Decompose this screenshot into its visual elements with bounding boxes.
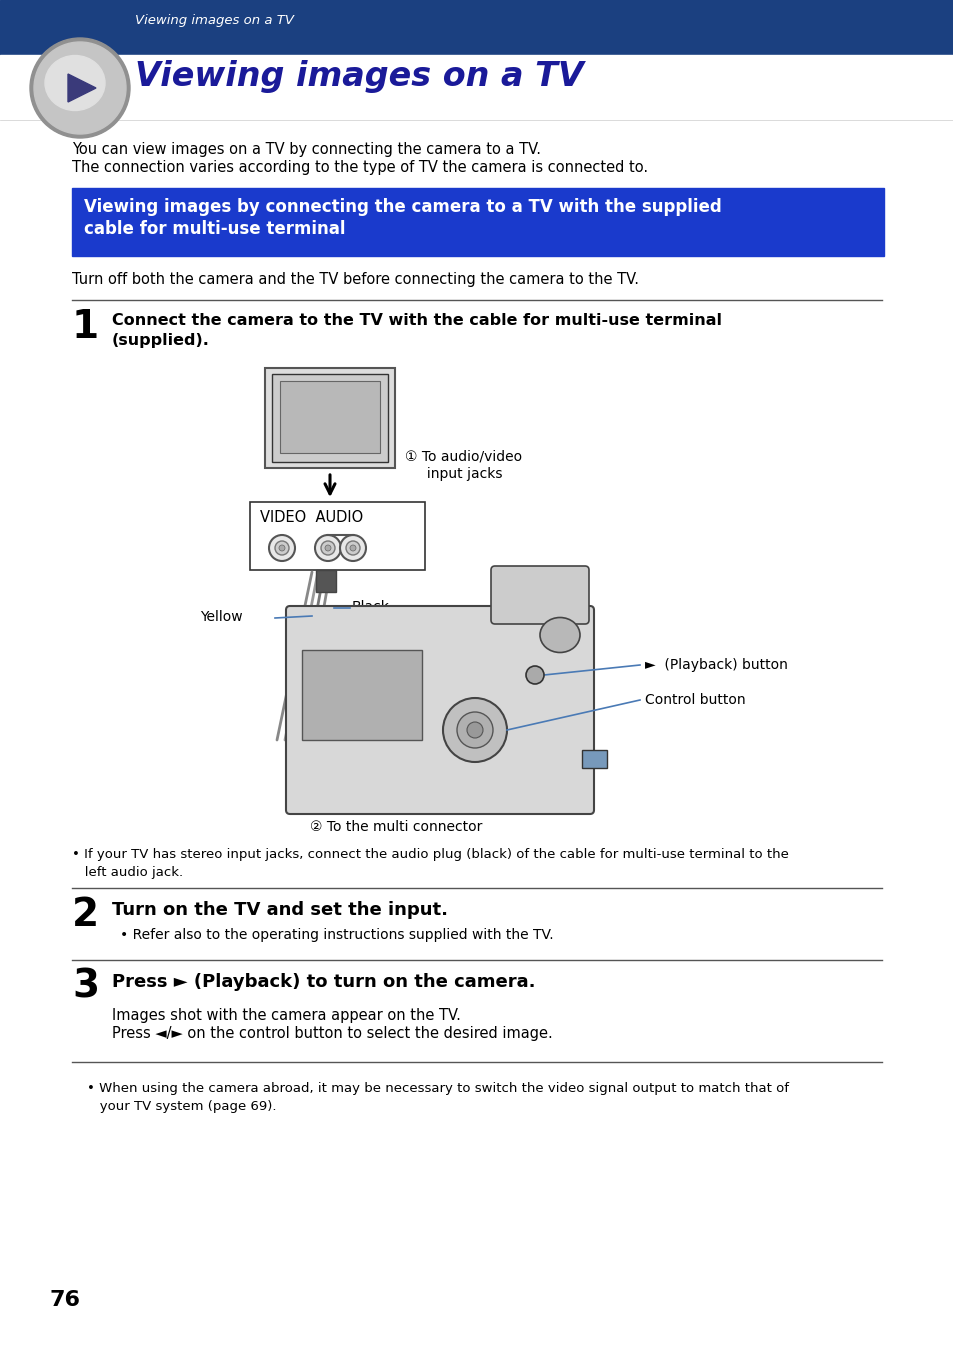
Text: • When using the camera abroad, it may be necessary to switch the video signal o: • When using the camera abroad, it may b… [87,1082,788,1095]
Text: Viewing images by connecting the camera to a TV with the supplied: Viewing images by connecting the camera … [84,198,721,216]
Bar [265,368,395,468]
Circle shape [346,541,359,555]
Circle shape [467,722,482,738]
Text: Black: Black [352,600,390,613]
FancyBboxPatch shape [491,566,588,624]
Text: Turn on the TV and set the input.: Turn on the TV and set the input. [112,901,448,919]
Text: ►  (Playback) button: ► (Playback) button [644,658,787,672]
Bar [71,189,883,256]
Text: 76: 76 [50,1291,81,1310]
Ellipse shape [45,56,105,110]
Text: cable for multi-use terminal: cable for multi-use terminal [84,220,345,237]
Text: 2: 2 [71,896,99,934]
Circle shape [320,541,335,555]
Text: 1: 1 [71,308,99,346]
Text: The connection varies according to the type of TV the camera is connected to.: The connection varies according to the t… [71,160,647,175]
Text: Viewing images on a TV: Viewing images on a TV [135,60,583,94]
Ellipse shape [539,617,579,653]
Text: Viewing images on a TV: Viewing images on a TV [135,14,294,27]
Text: Press ◄/► on the control button to select the desired image.: Press ◄/► on the control button to selec… [112,1026,552,1041]
Circle shape [442,697,506,763]
Text: Turn off both the camera and the TV before connecting the camera to the TV.: Turn off both the camera and the TV befo… [71,271,639,286]
Bar [0,0,953,56]
Text: Yellow: Yellow [200,611,242,624]
Text: • Refer also to the operating instructions supplied with the TV.: • Refer also to the operating instructio… [120,928,553,942]
Circle shape [278,546,285,551]
Circle shape [339,535,366,560]
Circle shape [269,535,294,560]
Ellipse shape [34,42,126,134]
Text: VIDEO  AUDIO: VIDEO AUDIO [260,510,363,525]
Text: left audio jack.: left audio jack. [71,866,183,879]
Ellipse shape [30,38,130,138]
Text: Images shot with the camera appear on the TV.: Images shot with the camera appear on th… [112,1008,460,1023]
FancyBboxPatch shape [286,607,594,814]
Text: (supplied).: (supplied). [112,332,210,347]
Text: Press ► (Playback) to turn on the camera.: Press ► (Playback) to turn on the camera… [112,973,535,991]
Circle shape [325,546,331,551]
Bar [315,570,335,592]
Text: ① To audio/video: ① To audio/video [405,451,521,464]
Text: ② To the multi connector: ② To the multi connector [310,820,482,835]
Circle shape [274,541,289,555]
Circle shape [350,546,355,551]
Bar [0,56,953,119]
Bar [250,502,424,570]
Bar [280,381,379,453]
Text: 3: 3 [71,968,99,1006]
Text: input jacks: input jacks [405,467,502,480]
Text: • If your TV has stereo input jacks, connect the audio plug (black) of the cable: • If your TV has stereo input jacks, con… [71,848,788,860]
Text: Connect the camera to the TV with the cable for multi-use terminal: Connect the camera to the TV with the ca… [112,313,721,328]
Circle shape [314,535,340,560]
Bar [581,750,606,768]
Bar [272,375,388,461]
Circle shape [525,666,543,684]
Text: your TV system (page 69).: your TV system (page 69). [87,1101,276,1113]
Bar [302,650,421,740]
Text: You can view images on a TV by connecting the camera to a TV.: You can view images on a TV by connectin… [71,142,540,157]
Polygon shape [68,75,96,102]
Circle shape [456,712,493,748]
Text: Control button: Control button [644,693,745,707]
